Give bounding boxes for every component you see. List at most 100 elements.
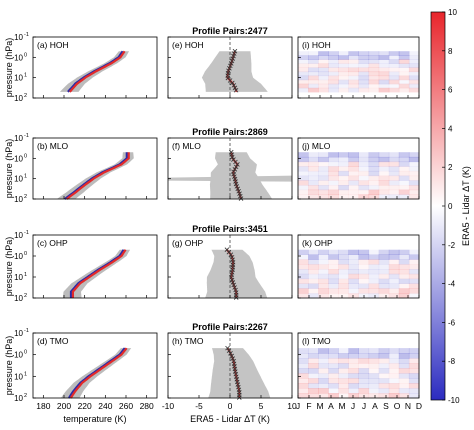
heatmap-cell (398, 180, 410, 186)
heatmap-cell (298, 75, 309, 81)
heatmap-cell (318, 55, 329, 60)
y-tick-label: 10 (14, 273, 23, 282)
heatmap-cell (358, 283, 370, 289)
heatmap-cell (378, 156, 390, 163)
heatmap-cell (298, 189, 309, 195)
heatmap-cell (368, 383, 380, 389)
heatmap-cell (298, 288, 309, 294)
heatmap-cell (388, 87, 400, 93)
heatmap-cell (308, 363, 319, 369)
panel-label: (f) MLO (172, 141, 201, 151)
heatmap-cell (298, 156, 309, 163)
heatmap-cell (338, 83, 349, 89)
heatmap-cell (308, 59, 319, 64)
y-axis-label: pressure (hPa) (4, 38, 14, 98)
heatmap-cell (328, 87, 339, 93)
heatmap-cell (408, 288, 420, 294)
panel-difference-ohp: (g) OHP (167, 234, 293, 300)
difference-marker (235, 162, 240, 167)
heatmap-cell (358, 388, 370, 394)
heatmap-cell (338, 264, 349, 270)
heatmap-cell (368, 75, 380, 81)
heatmap-cell (398, 185, 410, 191)
panel-background (298, 333, 419, 398)
profile-pairs-title: Profile Pairs:2869 (192, 127, 268, 137)
y-axis-label: pressure (hPa) (4, 237, 14, 297)
heatmap-cell (408, 363, 420, 369)
y-tick-exponent: 1 (24, 371, 27, 377)
heatmap-cell (398, 249, 410, 255)
heatmap-cell (358, 264, 370, 270)
heatmap-cell (338, 189, 349, 195)
heatmap-cell (328, 254, 339, 260)
heatmap-cell (338, 59, 349, 64)
y-tick-label: 10 (14, 94, 23, 103)
heatmap-cell (378, 254, 390, 260)
heatmap-cell (368, 249, 380, 255)
heatmap-cell (328, 259, 339, 265)
heatmap-cell (328, 51, 339, 56)
heatmap-cell (378, 249, 390, 255)
y-tick-label: 10 (14, 231, 23, 240)
heatmap-cell (348, 278, 359, 284)
panel-label: (b) MLO (37, 141, 69, 151)
heatmap-cell (338, 293, 349, 299)
heatmap-cell (408, 278, 420, 284)
heatmap-cell (368, 170, 380, 177)
panel-label: (a) HOH (37, 40, 69, 50)
heatmap-cell (348, 269, 359, 275)
heatmap-cell (318, 368, 329, 374)
colorbar-tick-label: -4 (448, 280, 456, 289)
heatmap-cell (358, 87, 370, 93)
heatmap-cell (328, 189, 339, 195)
heatmap-cell (328, 75, 339, 81)
heatmap-cell (348, 152, 359, 158)
panel-seasonal-mlo: (j) MLO (297, 137, 420, 200)
heatmap-cell (378, 293, 390, 299)
heatmap-cell (408, 185, 420, 191)
heatmap-cell (328, 161, 339, 167)
heatmap-cell (338, 283, 349, 289)
x-tick-label: 10 (287, 401, 297, 411)
x-tick-label: -5 (195, 401, 203, 411)
heatmap-cell (368, 378, 380, 384)
heatmap-cell (298, 67, 309, 73)
heatmap-cell (348, 156, 359, 163)
heatmap-cell (348, 368, 359, 374)
heatmap-cell (348, 393, 359, 399)
heatmap-cell (398, 51, 410, 56)
heatmap-cell (298, 273, 309, 280)
heatmap-cell (298, 388, 309, 394)
heatmap-cell (298, 254, 309, 260)
heatmap-cell (388, 358, 400, 364)
heatmap-cell (368, 152, 380, 158)
heatmap-cell (388, 79, 400, 85)
heatmap-cell (408, 170, 420, 177)
heatmap-cell (358, 55, 370, 60)
difference-marker (229, 353, 235, 359)
heatmap-cell (398, 278, 410, 284)
heatmap-cell (408, 358, 420, 364)
heatmap-cell (328, 264, 339, 270)
heatmap-cell (298, 51, 309, 56)
difference-marker (228, 63, 233, 69)
heatmap-cell (378, 79, 390, 85)
heatmap-cell (308, 180, 319, 186)
heatmap-cell (308, 269, 319, 275)
heatmap-cell (298, 293, 309, 299)
heatmap-cell (388, 373, 400, 379)
panel-seasonal-tmo: (l) TMO (297, 332, 420, 399)
month-tick-label: A (328, 401, 334, 411)
heatmap-cell (348, 363, 359, 369)
colorbar-tick-label: -8 (448, 357, 456, 366)
heatmap-cell (338, 170, 349, 177)
heatmap-cell (368, 87, 380, 93)
heatmap-cell (388, 393, 400, 399)
y-tick-label: 10 (14, 351, 23, 360)
heatmap-cell (338, 288, 349, 294)
heatmap-cell (388, 185, 400, 191)
heatmap-cell (378, 63, 390, 68)
colorbar-tick-label: -2 (448, 241, 456, 250)
colorbar-tick-label: 0 (448, 202, 453, 211)
heatmap-cell (358, 358, 370, 364)
